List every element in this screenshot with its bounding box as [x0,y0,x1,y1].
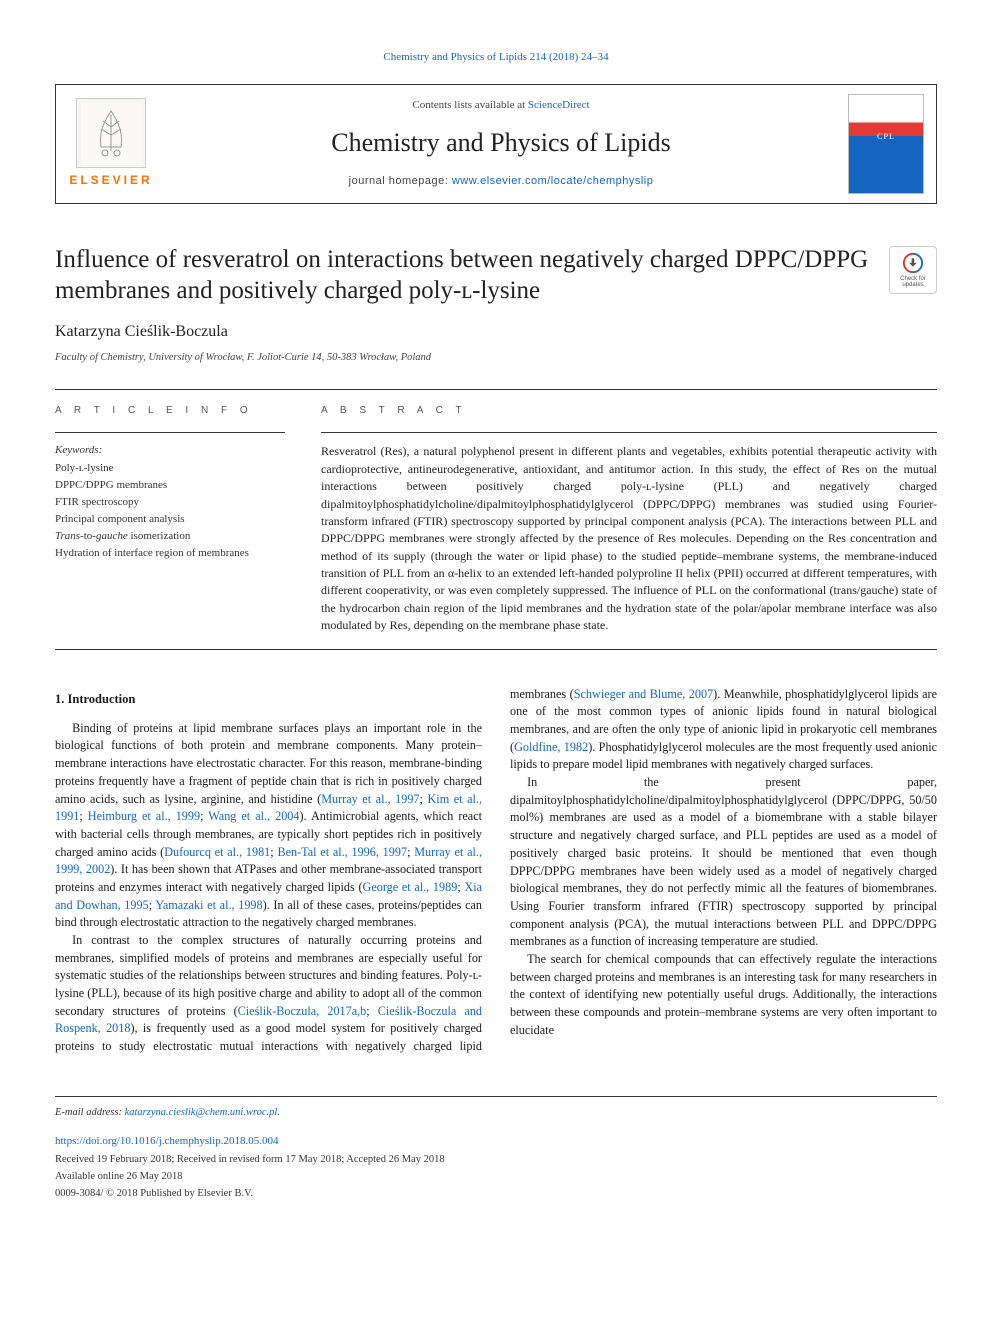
history-dates: Received 19 February 2018; Received in r… [55,1152,937,1167]
keyword-item: Hydration of interface region of membran… [55,546,285,562]
keyword-item: Poly-ʟ-lysine [55,461,285,477]
abstract-text: Resveratrol (Res), a natural polyphenol … [321,443,937,634]
journal-masthead: ELSEVIER Contents lists available at Sci… [55,84,937,204]
keyword-item: FTIR spectroscopy [55,495,285,511]
check-updates-label: Check for updates [890,276,936,288]
divider-bottom [55,649,937,650]
available-online: Available online 26 May 2018 [55,1169,937,1184]
publisher-block: ELSEVIER [56,85,166,203]
text-run: ; [420,792,428,806]
journal-homepage-link[interactable]: www.elsevier.com/locate/chemphyslip [452,175,654,187]
author-name: Katarzyna Cieślik-Boczula [55,320,937,343]
abstract-divider [321,432,937,433]
crossmark-icon [902,252,924,274]
body-paragraph: Binding of proteins at lipid membrane su… [55,720,482,932]
info-divider [55,432,285,433]
keyword-item: Principal component analysis [55,512,285,528]
citation-link[interactable]: Dufourcq et al., 1981 [164,845,270,859]
copyright-line: 0009-3084/ © 2018 Published by Elsevier … [55,1186,937,1201]
article-title: Influence of resveratrol on interactions… [55,244,873,307]
journal-homepage-line: journal homepage: www.elsevier.com/locat… [349,174,654,190]
divider-top [55,389,937,390]
citation-link[interactable]: Schwieger and Blume, 2007 [574,687,713,701]
section-heading-introduction: 1. Introduction [55,690,482,708]
masthead-center: Contents lists available at ScienceDirec… [166,85,836,203]
text-run: ; [366,1004,378,1018]
article-footer: E-mail address: katarzyna.cieslik@chem.u… [55,1096,937,1202]
citation-link[interactable]: Goldfine, 1982 [514,740,588,754]
text-run: ; [79,809,87,823]
check-for-updates-badge[interactable]: Check for updates [889,246,937,294]
contents-available-line: Contents lists available at ScienceDirec… [412,98,589,114]
keywords-list: Poly-ʟ-lysine DPPC/DPPG membranes FTIR s… [55,461,285,562]
keywords-heading: Keywords: [55,443,285,459]
citation-link[interactable]: George et al., 1989 [363,880,458,894]
citation-link[interactable]: Ben-Tal et al., 1996, 1997 [277,845,407,859]
journal-name: Chemistry and Physics of Lipids [331,124,670,162]
sciencedirect-link[interactable]: ScienceDirect [528,99,590,111]
cover-label: CPL [877,131,895,143]
article-body: 1. Introduction Binding of proteins at l… [55,686,937,1056]
cover-thumb-block: CPL [836,85,936,203]
abstract-column: A B S T R A C T Resveratrol (Res), a nat… [321,404,937,635]
citation-link[interactable]: Murray et al., 1997 [321,792,419,806]
publisher-wordmark: ELSEVIER [69,172,152,189]
contents-prefix: Contents lists available at [412,99,527,111]
abstract-label: A B S T R A C T [321,404,937,419]
doi-link[interactable]: https://doi.org/10.1016/j.chemphyslip.20… [55,1135,278,1147]
elsevier-tree-icon [76,98,146,168]
author-affiliation: Faculty of Chemistry, University of Wroc… [55,350,937,365]
article-info-column: A R T I C L E I N F O Keywords: Poly-ʟ-l… [55,404,285,635]
keyword-item: DPPC/DPPG membranes [55,478,285,494]
keyword-item: Trans-to-gauche isomerization [55,529,285,545]
body-paragraph: In the present paper, dipalmitoylphospha… [510,774,937,951]
citation-link[interactable]: Heimburg et al., 1999 [88,809,200,823]
doi-line: https://doi.org/10.1016/j.chemphyslip.20… [55,1134,937,1150]
homepage-prefix: journal homepage: [349,175,452,187]
body-paragraph: The search for chemical compounds that c… [510,951,937,1039]
citation-link[interactable]: Cieślik-Boczula, 2017a,b [238,1004,367,1018]
journal-reference: Chemistry and Physics of Lipids 214 (201… [55,50,937,66]
article-info-label: A R T I C L E I N F O [55,404,285,419]
citation-link[interactable]: Wang et al., 2004 [208,809,299,823]
corresponding-email-line: E-mail address: katarzyna.cieslik@chem.u… [55,1105,937,1120]
author-email-link[interactable]: katarzyna.cieslik@chem.uni.wroc.pl [125,1107,278,1118]
journal-cover-thumbnail: CPL [848,94,924,194]
citation-link[interactable]: Yamazaki et al., 1998 [155,898,262,912]
email-label: E-mail address: [55,1107,125,1118]
